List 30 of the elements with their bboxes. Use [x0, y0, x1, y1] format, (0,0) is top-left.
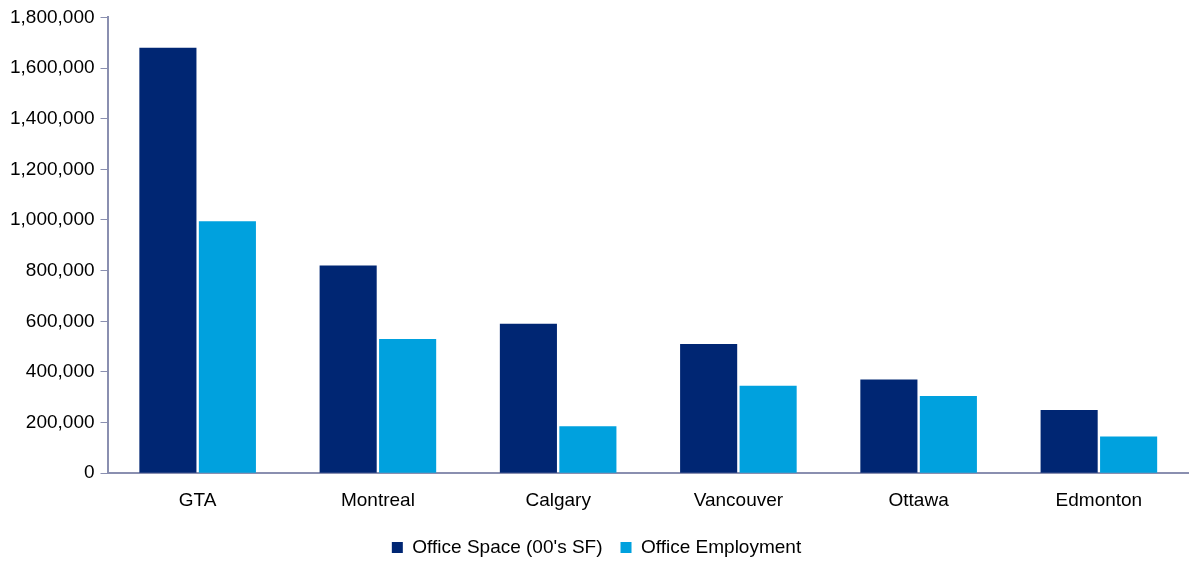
x-tick-label: Vancouver [693, 488, 784, 510]
y-tick-label: 200,000 [25, 410, 95, 432]
bar [919, 395, 977, 473]
y-tick-label: 1,600,000 [9, 56, 95, 78]
bar [139, 47, 197, 473]
bar [1100, 436, 1158, 473]
bar [319, 265, 377, 473]
y-tick-label: 1,800,000 [9, 5, 95, 27]
y-tick-label: 1,400,000 [9, 106, 95, 128]
legend-label: Office Employment [641, 535, 802, 557]
bar [198, 221, 256, 473]
y-tick-label: 800,000 [25, 258, 95, 280]
x-tick-label: Montreal [340, 488, 415, 510]
legend-label: Office Space (00's SF) [412, 535, 603, 557]
bar [739, 385, 797, 473]
bar [499, 323, 557, 473]
y-tick-label: 1,000,000 [9, 208, 95, 230]
x-tick-label: Ottawa [888, 488, 950, 510]
x-tick-label: Calgary [525, 488, 592, 510]
bar [559, 426, 617, 473]
x-tick-label: Edmonton [1055, 488, 1143, 510]
bar [680, 344, 738, 473]
y-tick-label: 1,200,000 [9, 157, 95, 179]
x-tick-label: GTA [178, 488, 217, 510]
bar [1040, 409, 1098, 473]
y-tick-label: 600,000 [25, 309, 95, 331]
bar [860, 379, 918, 473]
y-tick-label: 0 [83, 461, 95, 483]
y-tick-label: 400,000 [25, 360, 95, 382]
bar [379, 338, 437, 473]
